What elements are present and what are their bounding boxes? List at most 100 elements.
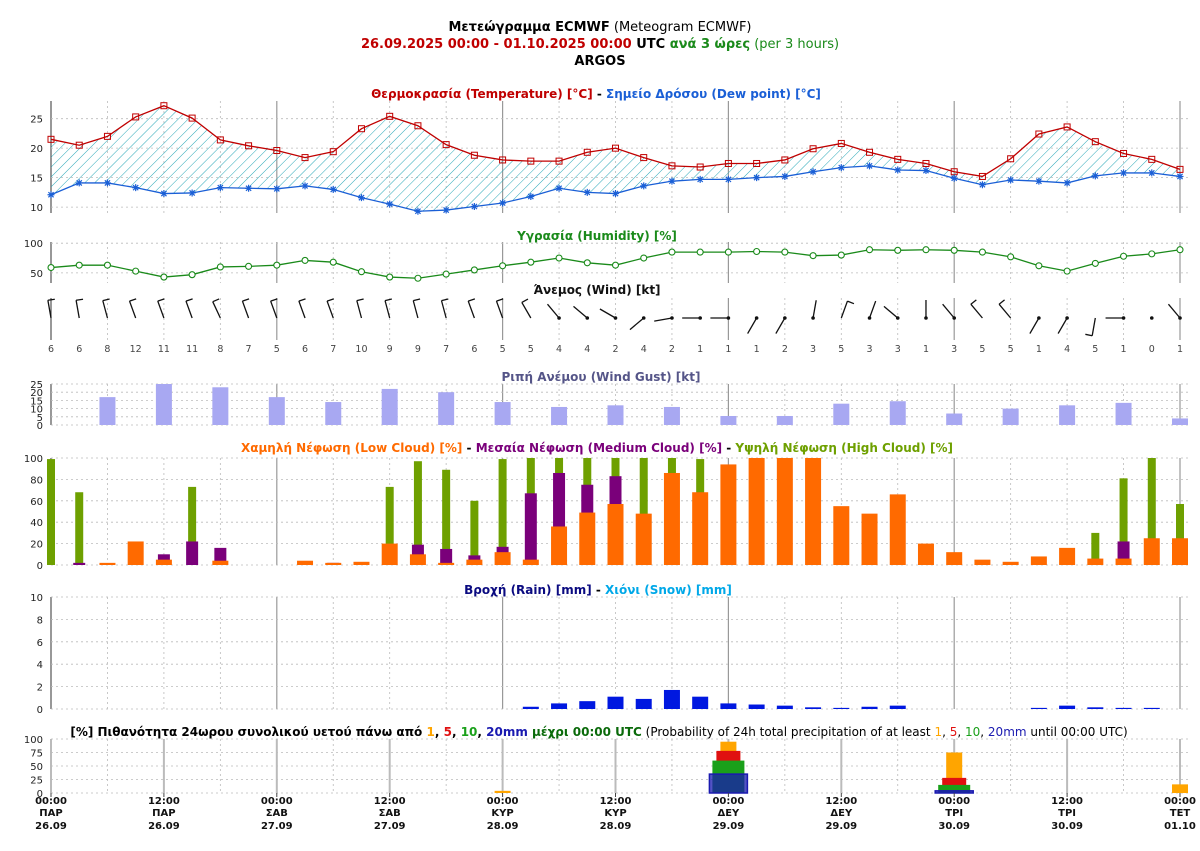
humidity-point — [470, 266, 478, 274]
low-cloud-bar — [861, 513, 878, 565]
high-cloud-bar — [1176, 504, 1184, 565]
wind-speed-label: 4 — [1064, 344, 1070, 355]
wind-speed-label: 1 — [923, 344, 929, 355]
rain-bar — [635, 698, 652, 709]
wind-barb-flag — [76, 298, 84, 301]
gust-bar — [494, 402, 511, 425]
temperature-point — [1063, 123, 1071, 131]
precipitation-title-part-1: - — [592, 583, 605, 597]
date-range: 26.09.2025 00:00 - 01.10.2025 00:00 — [361, 37, 632, 52]
meteogram-title-english: (Meteogram ECMWF) — [610, 20, 752, 35]
dew-point-point — [1148, 169, 1156, 177]
low-cloud-bar — [99, 562, 116, 565]
dew-point-point — [837, 164, 845, 172]
step-label: ανά 3 ώρες — [670, 37, 750, 52]
wind-barb-flag — [356, 298, 364, 302]
precipitation-title-part-2: Χιόνι (Snow) [mm] — [605, 583, 732, 597]
wind-speed-label: 1 — [1036, 344, 1042, 355]
dew-point-point — [612, 190, 619, 198]
wind-barb-flag — [102, 298, 110, 302]
meteogram-title: Μετεώγραμμα ECMWF (Meteogram ECMWF) — [448, 20, 751, 35]
probability-title-part-14: 10 — [965, 725, 980, 739]
wind-station-dot — [1149, 316, 1154, 320]
wind-speed-label: 2 — [782, 344, 788, 355]
temperature-point — [329, 148, 337, 156]
wind-speed-label: 1 — [754, 344, 760, 355]
wind-barb — [47, 300, 52, 319]
humidity-point — [357, 268, 366, 276]
humidity-panel: Υγρασία (Humidity) [%] 50 100 — [24, 229, 1188, 283]
gust-bar — [663, 406, 680, 425]
time-axis-day-label: ΣΑΒ — [379, 808, 401, 819]
wind-barb-flag — [298, 298, 306, 302]
humidity-point — [103, 261, 111, 269]
temperature-point — [1091, 138, 1099, 146]
humidity-point — [950, 246, 958, 254]
probability-title-part-17: until 00:00 UTC) — [1027, 725, 1128, 739]
wind-speed-label: 6 — [302, 344, 308, 355]
high-cloud-bar — [442, 469, 451, 565]
dew-point-point — [1007, 176, 1015, 184]
dew-point-point — [414, 207, 422, 215]
low-cloud-bar — [579, 512, 596, 565]
dew-point-point — [499, 199, 507, 207]
wind-barb — [241, 300, 250, 319]
high-cloud-bar — [1091, 532, 1100, 565]
low-cloud-bar — [325, 562, 342, 565]
gust-bar — [551, 406, 568, 425]
dew-point-point — [470, 203, 478, 211]
rain-bar — [889, 705, 906, 709]
wind-barb-flag — [157, 298, 165, 302]
low-cloud-bar — [748, 458, 765, 565]
wind-speed-label: 5 — [838, 344, 844, 355]
gust-ytick-5: 5 — [37, 413, 43, 424]
wind-barb-flag — [185, 298, 193, 302]
wind-barb — [185, 300, 193, 319]
temperature-point — [809, 145, 817, 153]
wind-barb — [102, 300, 109, 319]
low-cloud-bar — [494, 552, 511, 565]
time-axis-time-label: 00:00 — [938, 796, 970, 807]
gust-bar — [720, 415, 737, 425]
low-cloud-bar — [692, 492, 709, 565]
cloud-ytick-0: 0 — [37, 561, 43, 572]
humidity-point — [809, 252, 817, 260]
low-cloud-bar — [1030, 556, 1047, 565]
wind-speed-label: 10 — [355, 344, 367, 355]
wind-station-dot — [585, 316, 590, 320]
humidity-point — [527, 258, 535, 266]
probability-title-part-1: 1 — [426, 725, 434, 739]
time-axis-date-label: 27.09 — [261, 821, 293, 832]
humidity-point — [1176, 246, 1184, 254]
low-cloud-bar — [635, 513, 652, 565]
probability-title-part-6: , — [477, 725, 486, 739]
temperature-ytick-25: 25 — [30, 115, 43, 126]
high-cloud-bar — [498, 459, 507, 565]
temperature-panel: Θερμοκρασία (Temperature) [°C] - Σημείο … — [30, 87, 1188, 215]
humidity-point — [922, 246, 930, 254]
wind-speed-label: 5 — [1092, 344, 1098, 355]
wind-station-dot — [783, 316, 787, 320]
probability-title-part-9: (Probability of 24h total precipitation … — [642, 725, 935, 739]
low-cloud-bar — [1059, 547, 1076, 565]
wind-speed-label: 1 — [697, 344, 703, 355]
temperature-point — [696, 163, 704, 171]
wind-barb — [812, 300, 817, 319]
wind-speed-label: 4 — [556, 344, 562, 355]
wind-speed-label: 3 — [867, 344, 873, 355]
wind-speed-label: 1 — [1121, 344, 1127, 355]
dew-point-point — [47, 191, 55, 199]
temperature-line — [50, 105, 1181, 178]
temperature-point — [1120, 149, 1128, 157]
humidity-point — [75, 261, 83, 269]
wind-speed-label: 1 — [1177, 344, 1183, 355]
temperature-point — [273, 147, 281, 155]
probability-title-part-13: , — [957, 725, 965, 739]
cloud-ytick-100: 100 — [24, 454, 43, 465]
high-cloud-bar — [75, 492, 84, 565]
utc-label: UTC — [632, 37, 670, 52]
gust-title: Ριπή Ανέμου (Wind Gust) [kt] — [502, 370, 701, 384]
wind-barb — [521, 302, 532, 319]
dew-point-point — [978, 181, 986, 189]
precipitation-title: Βροχή (Rain) [mm] - Χιόνι (Snow) [mm] — [464, 583, 732, 597]
